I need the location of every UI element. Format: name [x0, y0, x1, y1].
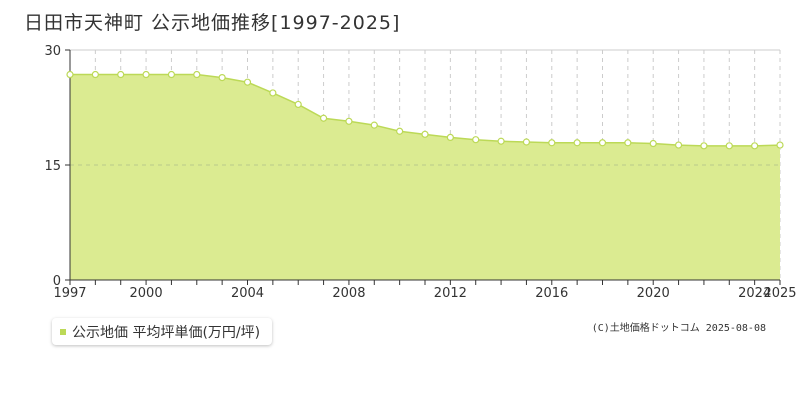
data-point: [193, 70, 201, 79]
legend: 公示地価 平均坪単価(万円/坪): [52, 318, 273, 345]
chart-title: 日田市天神町 公示地価推移[1997-2025]: [24, 12, 401, 34]
data-point: [674, 141, 683, 149]
area-layer: [70, 73, 781, 281]
data-point: [624, 139, 632, 147]
data-point: [117, 70, 125, 79]
data-point: [573, 139, 581, 147]
data-point: [472, 136, 480, 144]
data-point: [269, 89, 277, 97]
legend-swatch-icon: [60, 328, 66, 335]
data-point: [421, 130, 429, 138]
data-point: [751, 142, 759, 150]
x-tick-label: 2012: [434, 286, 467, 300]
y-tick-label: 0: [53, 274, 61, 289]
x-tick-label: 2008: [332, 286, 365, 300]
data-point: [598, 139, 607, 147]
x-tick-label: 2000: [130, 286, 163, 300]
data-point: [91, 70, 99, 79]
x-tick-label: 2024: [738, 286, 771, 300]
data-point: [446, 133, 454, 141]
x-tick-label: 2020: [637, 286, 670, 300]
data-point: [725, 142, 733, 150]
data-point: [167, 70, 176, 79]
data-point: [243, 78, 252, 86]
x-tick-label: 2025: [763, 286, 796, 300]
data-point: [218, 73, 226, 82]
y-tick-label: 15: [44, 159, 61, 174]
data-point: [319, 114, 328, 122]
data-point: [370, 121, 378, 129]
data-point: [700, 142, 708, 150]
data-point: [396, 127, 404, 135]
series-area: [70, 74, 780, 281]
label-layer: 0 15 30 1997 2000 2004 2008 2012 2016 2020 2024202…: [44, 44, 796, 300]
x-tick-label: 2016: [535, 286, 568, 300]
data-point: [649, 139, 657, 148]
data-point: [66, 70, 74, 79]
legend-label: 公示地価 平均坪単価(万円/坪): [72, 324, 261, 341]
copyright-text: (C)土地価格ドットコム 2025-08-08: [591, 323, 766, 334]
axis-layer: [65, 49, 781, 285]
x-tick-label: 1997: [53, 286, 86, 300]
data-point: [294, 100, 302, 109]
data-point: [522, 138, 531, 146]
y-tick-label: 30: [44, 44, 61, 59]
marker-layer: [66, 70, 784, 150]
area-chart: 0 15 30 1997 2000 2004 2008 2012 2016 2020 2024202…: [44, 44, 796, 300]
data-point: [345, 117, 353, 125]
data-point: [497, 137, 505, 145]
data-point: [776, 141, 784, 149]
data-point: [142, 70, 150, 79]
data-point: [548, 139, 556, 147]
x-tick-label: 2004: [231, 286, 264, 300]
